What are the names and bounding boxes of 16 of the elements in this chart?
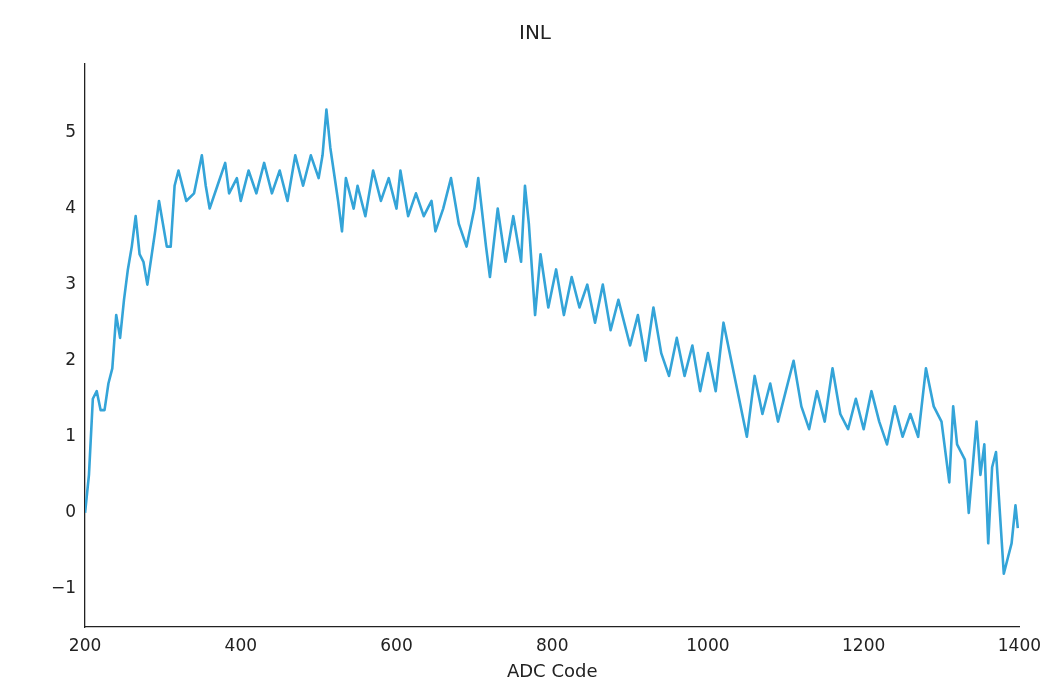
y-tick-label: 0 (65, 501, 77, 522)
chart-title: INL (518, 20, 552, 45)
y-tick-label: 5 (65, 120, 77, 141)
x-tick-label: 600 (380, 634, 413, 655)
x-tick-label: 200 (68, 634, 102, 655)
x-tick-label: 800 (535, 634, 569, 655)
y-tick-label: 4 (65, 196, 77, 217)
x-tick-label: 1000 (686, 634, 730, 655)
y-tick-label: 1 (65, 425, 77, 446)
y-tick-label: 2 (65, 349, 77, 370)
x-tick-label: 1200 (842, 634, 886, 655)
y-tick-label: 3 (65, 273, 77, 294)
x-tick-label: 1400 (997, 634, 1041, 655)
y-tick-label: −1 (51, 577, 77, 598)
x-tick-label: 400 (224, 634, 257, 655)
x-axis-title: ADC Code (506, 659, 598, 681)
